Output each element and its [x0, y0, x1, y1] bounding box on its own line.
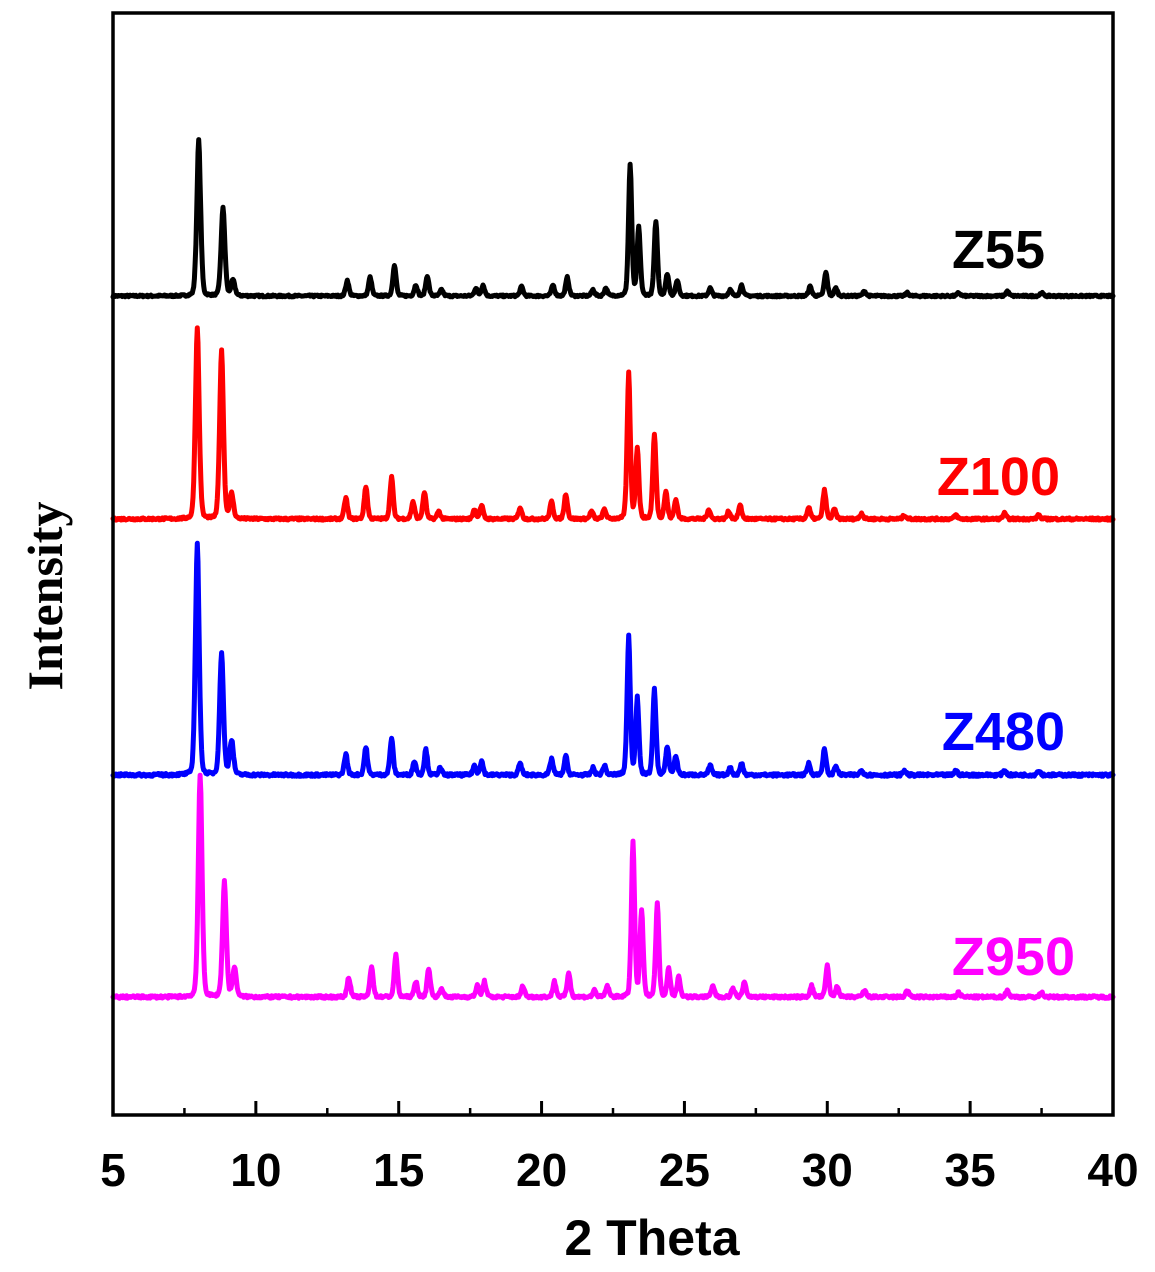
series-label-z480: Z480	[942, 702, 1065, 762]
y-axis-label: Intensity	[17, 502, 73, 691]
x-tick-label: 20	[516, 1144, 567, 1196]
series-line-z950	[110, 772, 1116, 1001]
series-traces	[110, 137, 1116, 1001]
x-tick-label: 5	[100, 1144, 126, 1196]
series-line-z55	[110, 137, 1116, 300]
series-label-z100: Z100	[937, 447, 1060, 507]
series-label-z950: Z950	[952, 927, 1075, 987]
x-tick-label: 15	[373, 1144, 424, 1196]
x-tick-label: 25	[659, 1144, 710, 1196]
series-labels: Z55 Z100 Z480 Z950	[937, 220, 1075, 987]
x-axis-ticks: 5 10 15 20 25 30 35 40	[100, 1101, 1139, 1196]
x-axis-label: 2 Theta	[564, 1210, 740, 1266]
series-line-z100	[110, 325, 1116, 523]
series-line-z480	[110, 540, 1116, 779]
x-tick-label: 30	[802, 1144, 853, 1196]
x-tick-label: 40	[1087, 1144, 1138, 1196]
x-tick-label: 35	[945, 1144, 996, 1196]
x-tick-label: 10	[230, 1144, 281, 1196]
series-label-z55: Z55	[952, 220, 1045, 280]
